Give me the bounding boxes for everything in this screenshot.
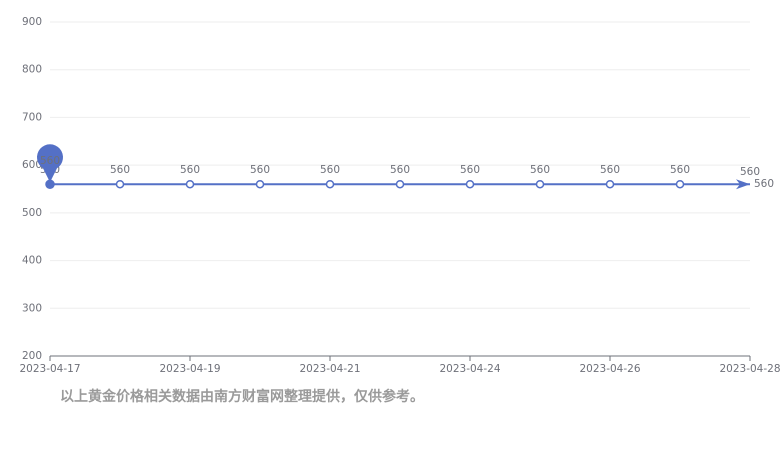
y-tick-label: 500 bbox=[22, 207, 42, 219]
value-label: 560 bbox=[390, 164, 410, 176]
value-label: 560 bbox=[250, 164, 270, 176]
value-label: 560 bbox=[740, 166, 760, 178]
x-tick-label: 2023-04-26 bbox=[579, 363, 640, 375]
end-arrow bbox=[736, 179, 750, 190]
point bbox=[465, 179, 475, 189]
point bbox=[185, 179, 195, 189]
footnote: 以上黄金价格相关数据由南方财富网整理提供，仅供参考。 bbox=[60, 389, 424, 405]
y-tick-label: 800 bbox=[22, 64, 42, 76]
value-label: 560 bbox=[180, 164, 200, 176]
point bbox=[255, 179, 265, 189]
y-tick-label: 200 bbox=[22, 350, 42, 362]
x-tick-label: 2023-04-24 bbox=[439, 363, 500, 375]
chart: 200 300 400 500 600 700 800 900 2023-04-17 2023-0… bbox=[19, 16, 780, 375]
point bbox=[395, 179, 405, 189]
y-tick-label: 600 bbox=[22, 159, 42, 171]
point bbox=[675, 179, 685, 189]
mark-pin-label: 560 bbox=[40, 155, 60, 167]
value-label: 560 bbox=[460, 164, 480, 176]
x-tick-label: 2023-04-21 bbox=[299, 363, 360, 375]
point bbox=[535, 179, 545, 189]
x-tick-label: 2023-04-17 bbox=[19, 363, 80, 375]
x-tick-label: 2023-04-19 bbox=[159, 363, 220, 375]
end-label: 560 bbox=[754, 178, 774, 190]
point bbox=[325, 179, 335, 189]
y-tick-label: 300 bbox=[22, 302, 42, 314]
value-label: 560 bbox=[320, 164, 340, 176]
mark-pin bbox=[37, 144, 64, 183]
y-tick-label: 700 bbox=[22, 111, 42, 123]
point bbox=[605, 179, 615, 189]
x-tick-label: 2023-04-28 bbox=[719, 363, 780, 375]
value-label: 560 bbox=[600, 164, 620, 176]
y-tick-label: 900 bbox=[22, 16, 42, 28]
value-label: 560 bbox=[670, 164, 690, 176]
point bbox=[115, 179, 125, 189]
y-tick-label: 400 bbox=[22, 255, 42, 267]
value-label: 560 bbox=[530, 164, 550, 176]
value-label: 560 bbox=[110, 164, 130, 176]
